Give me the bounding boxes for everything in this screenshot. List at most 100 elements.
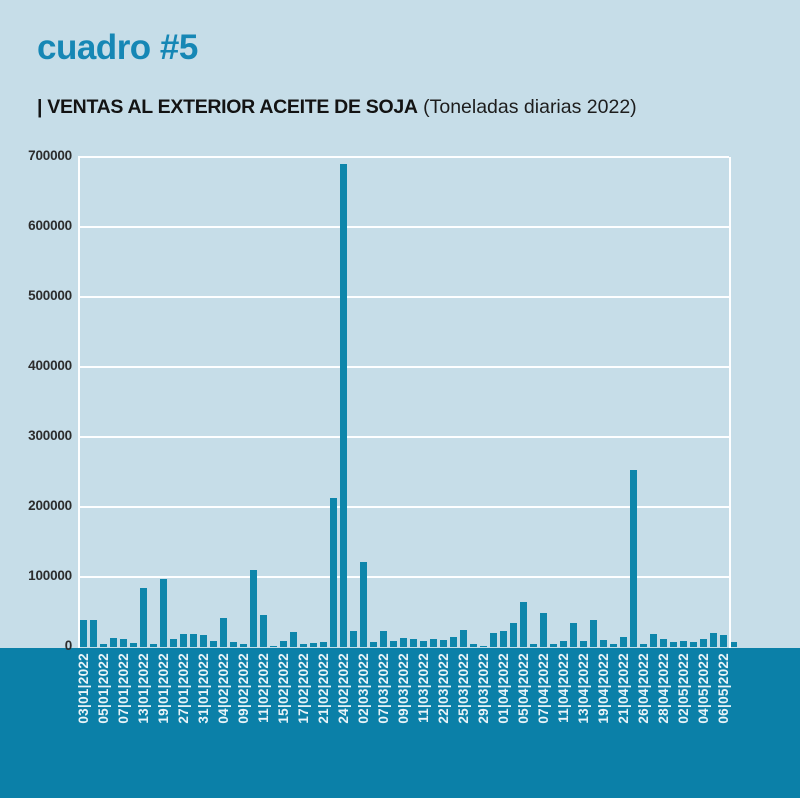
bar [240, 644, 247, 647]
y-axis-label: 700000 [28, 148, 72, 163]
bar [310, 642, 317, 647]
bar [680, 640, 687, 647]
bar [620, 636, 627, 647]
chart-headline: | VENTAS AL EXTERIOR ACEITE DE SOJA (Ton… [37, 96, 637, 119]
x-axis-label: 19|01|2022 [155, 653, 171, 724]
bar [350, 630, 357, 647]
bar [290, 631, 297, 647]
bar [500, 630, 507, 647]
bar [610, 643, 617, 647]
x-axis-label: 27|01|2022 [175, 653, 191, 724]
bar [430, 638, 437, 647]
bar [280, 640, 287, 647]
bar [440, 640, 447, 647]
x-axis-label: 05|01|2022 [95, 653, 111, 724]
gridline [78, 366, 729, 368]
x-axis-label: 19|04|2022 [595, 653, 611, 724]
bar [670, 642, 677, 647]
bar [180, 633, 187, 647]
bar [410, 638, 417, 647]
bar [360, 562, 367, 647]
bar [490, 633, 497, 647]
x-axis-band [0, 648, 800, 798]
bar [590, 620, 597, 647]
x-axis-label: 11|03|2022 [415, 653, 431, 723]
plot-area [78, 157, 746, 647]
bar [570, 622, 577, 647]
bar [90, 619, 97, 647]
gridline [78, 576, 729, 578]
x-axis-label: 11|04|2022 [555, 653, 571, 723]
x-axis-label: 25|03|2022 [455, 653, 471, 724]
bar [630, 469, 637, 647]
x-axis-label: 21|02|2022 [315, 653, 331, 724]
x-axis-label: 15|02|2022 [275, 653, 291, 724]
bar [330, 497, 337, 647]
bar [320, 642, 327, 647]
x-axis-label: 24|02|2022 [335, 653, 351, 724]
y-axis-label: 400000 [28, 358, 72, 373]
bar [400, 637, 407, 647]
x-axis-label: 22|03|2022 [435, 653, 451, 724]
x-axis-label: 01|04|2022 [495, 653, 511, 724]
x-axis-label: 11|02|2022 [255, 653, 271, 723]
y-axis-label: 600000 [28, 218, 72, 233]
bar [530, 644, 537, 647]
x-axis-label: 05|04|2022 [515, 653, 531, 724]
bar [390, 640, 397, 647]
chart-subtitle: (Toneladas diarias 2022) [417, 96, 637, 118]
x-axis-label: 28|04|2022 [655, 653, 671, 724]
bar [80, 619, 87, 647]
bar [110, 637, 117, 647]
bar [150, 644, 157, 647]
bar [580, 640, 587, 647]
bar [730, 642, 737, 647]
bar [650, 633, 657, 647]
bar [600, 640, 607, 647]
bar [250, 570, 257, 647]
bar [660, 639, 667, 647]
bar [100, 643, 107, 647]
bar [120, 639, 127, 647]
bar [510, 622, 517, 647]
x-axis-label: 26|04|2022 [635, 653, 651, 724]
bar [640, 643, 647, 647]
bar [220, 618, 227, 647]
x-axis-label: 04|02|2022 [215, 653, 231, 724]
bar [520, 601, 527, 647]
bar [130, 642, 137, 647]
gridline [78, 156, 729, 158]
bar [700, 639, 707, 647]
gridline [78, 226, 729, 228]
x-axis-label: 04|05|2022 [695, 653, 711, 724]
x-axis-label: 09|03|2022 [395, 653, 411, 724]
right-spine [729, 157, 731, 648]
x-axis-label: 09|02|2022 [235, 653, 251, 724]
x-axis-label: 07|04|2022 [535, 653, 551, 724]
x-axis-label: 29|03|2022 [475, 653, 491, 724]
gridline [78, 436, 729, 438]
x-axis-label: 02|03|2022 [355, 653, 371, 724]
kicker-title: cuadro #5 [37, 28, 198, 67]
bar [260, 614, 267, 647]
y-axis-label: 500000 [28, 288, 72, 303]
y-axis-label: 0 [64, 638, 73, 653]
y-axis-label: 100000 [28, 568, 72, 583]
x-axis-label: 21|04|2022 [615, 653, 631, 724]
bar [690, 642, 697, 647]
bar [720, 635, 727, 647]
x-axis-label: 07|03|2022 [375, 653, 391, 724]
bar [200, 635, 207, 647]
bar [300, 644, 307, 647]
x-axis-label: 07|01|2022 [115, 653, 131, 724]
bar [540, 613, 547, 647]
x-axis-label: 13|01|2022 [135, 653, 151, 724]
gridline [78, 296, 729, 298]
x-axis-label: 03|01|2022 [75, 653, 91, 724]
gridline [78, 506, 729, 508]
bar [460, 630, 467, 647]
x-axis-label: 17|02|2022 [295, 653, 311, 724]
y-axis-label: 200000 [28, 498, 72, 513]
x-axis-label: 13|04|2022 [575, 653, 591, 724]
